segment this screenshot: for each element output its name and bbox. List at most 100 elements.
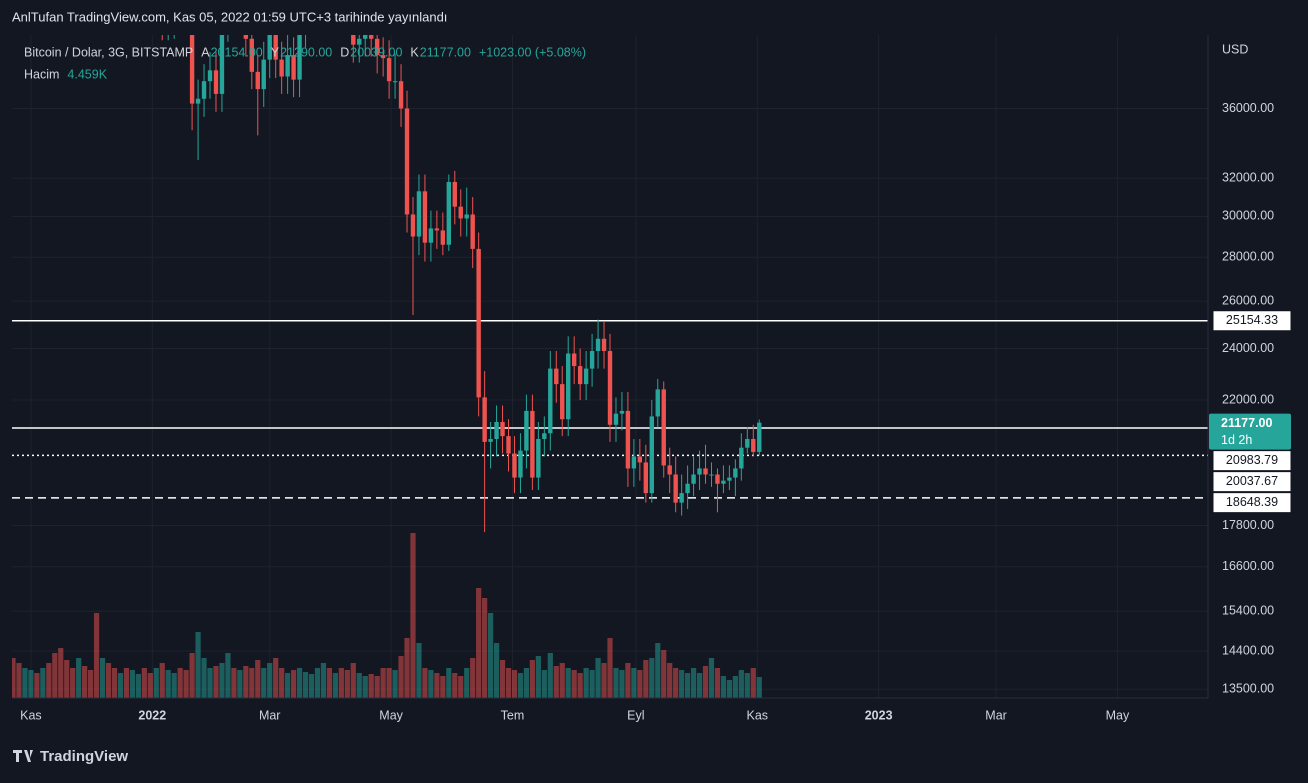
candle-body <box>291 55 296 80</box>
volume-bar <box>696 673 703 698</box>
volume-bar <box>195 632 201 698</box>
volume-bar <box>40 668 46 698</box>
candle-body <box>357 38 362 45</box>
volume-bar <box>404 638 410 698</box>
candle-body <box>667 465 672 475</box>
candle-body <box>201 81 207 99</box>
candle-body <box>255 71 260 90</box>
volume-bar <box>517 673 524 698</box>
volume-bar <box>70 668 76 698</box>
volume-bar <box>613 668 619 698</box>
candle-body <box>434 228 440 231</box>
candle-body <box>685 483 690 494</box>
candle-body <box>542 433 547 439</box>
candle-body <box>625 410 631 469</box>
candle-body <box>386 58 392 82</box>
volume-bar <box>237 670 243 698</box>
candle-body <box>643 462 649 494</box>
x-tick-label: May <box>1106 708 1130 722</box>
volume-bar <box>58 648 64 698</box>
volume-bar <box>189 653 195 698</box>
volume-bar <box>482 598 488 698</box>
volume-bar <box>601 663 607 698</box>
candle-body <box>589 351 595 369</box>
legend-value: 21290.00 <box>280 45 332 59</box>
candle-body <box>673 474 678 503</box>
legend-name: Bitcoin / Dolar, 3G, BITSTAMP <box>24 45 193 59</box>
volume-bar <box>28 670 34 698</box>
volume-bar <box>320 663 327 698</box>
volume-bar <box>398 656 404 698</box>
y-tick-label: 14400.00 <box>1222 643 1274 657</box>
volume-bar <box>356 673 362 698</box>
y-unit: USD <box>1222 42 1248 56</box>
header-title: AnlTufan TradingView.com, Kas 05, 2022 0… <box>12 9 447 24</box>
volume-bar <box>607 638 613 698</box>
x-tick-label: Eyl <box>627 708 644 722</box>
legend-key: K <box>410 45 419 59</box>
candle-body <box>583 368 589 385</box>
candle-body <box>679 493 684 503</box>
volume-bar <box>105 663 112 698</box>
candle-body <box>577 366 583 385</box>
y-tick-label: 16600.00 <box>1222 559 1274 573</box>
volume-bar <box>249 668 255 698</box>
candle-body <box>458 206 463 219</box>
volume-bar <box>720 676 727 698</box>
volume-bar <box>314 668 321 698</box>
volume-value: 4.459K <box>67 67 107 81</box>
candle-body <box>661 389 666 466</box>
x-tick-label: Tem <box>501 708 525 722</box>
candle-body <box>207 70 213 82</box>
candle-body <box>422 191 428 243</box>
candle-body <box>482 397 487 442</box>
volume-bar <box>64 660 70 698</box>
candle-body <box>261 59 266 90</box>
candle-body <box>524 410 529 451</box>
y-tick-label: 30000.00 <box>1222 209 1274 223</box>
candle-body <box>607 351 613 425</box>
volume-bar <box>750 668 756 698</box>
volume-bar <box>738 670 744 698</box>
volume-bar <box>141 668 147 698</box>
volume-bar <box>338 668 344 698</box>
candle-body <box>560 384 565 420</box>
candle-body <box>721 480 726 484</box>
candle-body <box>285 55 290 77</box>
level-label-box <box>1212 471 1292 493</box>
volume-bar <box>523 668 530 698</box>
level-label: 25154.33 <box>1226 313 1278 327</box>
candle-body <box>440 230 446 245</box>
volume-bar <box>690 668 697 698</box>
candle-body <box>351 35 356 45</box>
volume-bar <box>273 658 279 698</box>
volume-bar <box>308 674 315 698</box>
candle-body <box>267 35 272 60</box>
candle-body <box>530 410 535 478</box>
legend-change: +1023.00 (+5.08%) <box>479 45 586 59</box>
volume-bar <box>267 663 273 698</box>
candle-body <box>751 438 756 452</box>
volume-bar <box>153 668 159 698</box>
volume-bar <box>702 666 709 698</box>
volume-bar <box>76 658 82 698</box>
volume-bar <box>553 666 559 698</box>
volume-bar <box>458 676 464 698</box>
candle-body <box>273 35 278 60</box>
candle-body <box>464 214 469 219</box>
volume-bar <box>171 673 177 698</box>
volume-bar <box>410 533 416 698</box>
candle-body <box>619 410 625 414</box>
volume-bar <box>368 674 374 698</box>
volume-bar <box>744 673 750 698</box>
volume-bar <box>93 613 100 698</box>
x-tick-label: 2023 <box>865 708 893 722</box>
candle-body <box>410 214 416 237</box>
candle-body <box>733 468 738 478</box>
candle-body <box>709 474 714 476</box>
volume-bar <box>111 668 118 698</box>
last-price-badge <box>1209 413 1291 450</box>
candle-body <box>715 474 720 484</box>
candle-body <box>363 35 368 39</box>
